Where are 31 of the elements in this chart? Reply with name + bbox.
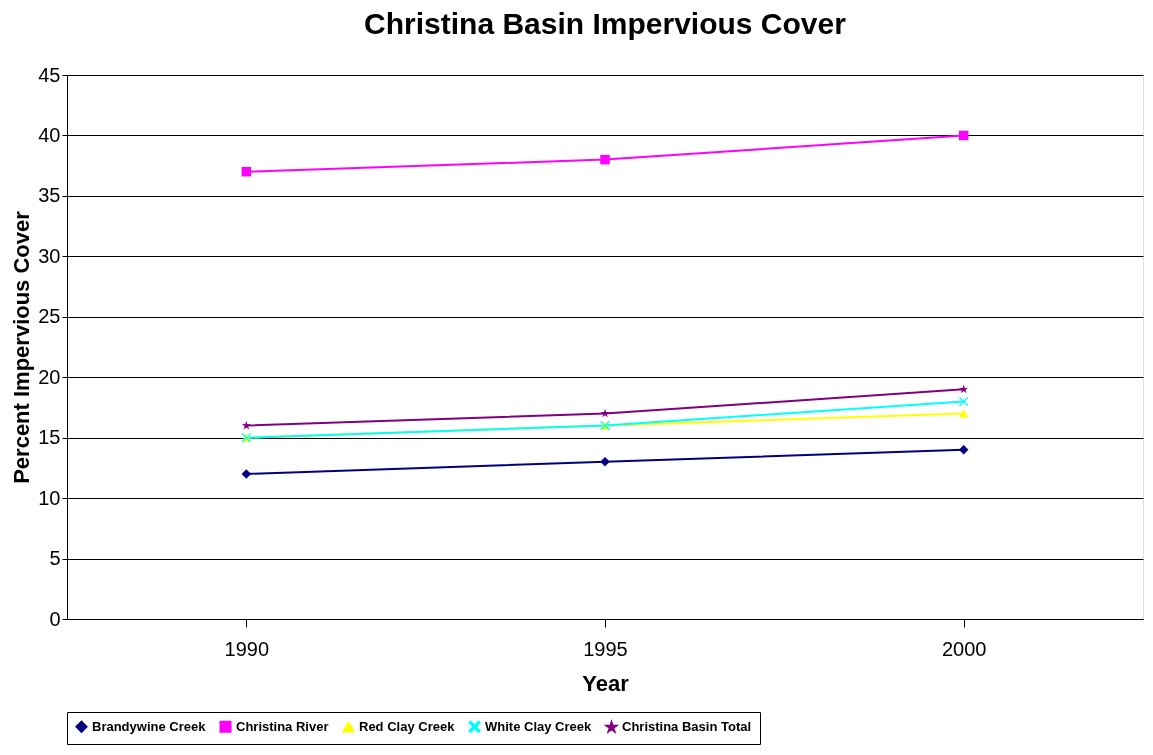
y-tick-label: 0: [49, 607, 61, 630]
point: [241, 469, 252, 479]
point: [959, 384, 969, 394]
y-tick-label: 15: [38, 426, 61, 449]
legend-label: Red Clay Creek: [359, 719, 456, 735]
x-tick-label: 1995: [583, 637, 628, 660]
y-tick-label: 5: [49, 547, 61, 570]
point: [600, 154, 610, 165]
x-tick-label: 1990: [224, 637, 270, 660]
y-tick-label: 10: [38, 486, 61, 509]
point: [600, 408, 610, 418]
point: [958, 445, 969, 455]
point: [958, 409, 969, 418]
x-axis-title: Year: [582, 670, 630, 696]
chart-title: Christina Basin Impervious Cover: [364, 7, 847, 40]
legend-label: Christina Basin Total: [622, 719, 752, 735]
point: [241, 420, 251, 430]
legend-label: Christina River: [236, 718, 329, 734]
y-tick-label: 45: [38, 63, 61, 86]
y-tick-label: 25: [38, 305, 61, 328]
y-tick-label: 35: [38, 184, 61, 207]
point: [958, 396, 969, 407]
point: [958, 130, 969, 141]
y-axis-title: Percent Impervious Cover: [9, 210, 35, 484]
legend-label: Brandywine Creek: [92, 718, 207, 734]
y-tick-label: 20: [38, 365, 61, 388]
legend-label: White Clay Creek: [485, 718, 592, 734]
x-tick-label: 2000: [941, 637, 987, 660]
point: [241, 166, 252, 177]
y-tick-label: 40: [38, 123, 61, 146]
y-tick-label: 30: [38, 244, 61, 267]
